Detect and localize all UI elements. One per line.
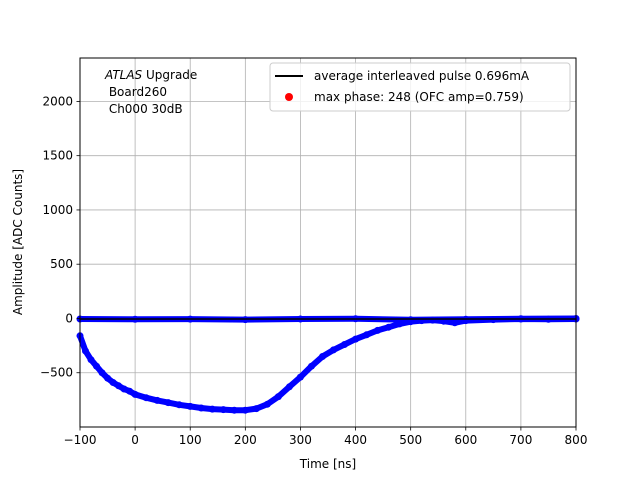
data-point (374, 326, 382, 334)
annotation: ATLAS Upgrade Board260 Ch000 30dB (104, 68, 197, 116)
data-point (109, 379, 117, 386)
data-point (252, 405, 260, 413)
legend-label-average-pulse: average interleaved pulse 0.696mA (314, 69, 530, 83)
data-point (241, 406, 249, 414)
data-point (385, 323, 393, 331)
y-tick-label: 2000 (42, 94, 73, 108)
series-layer (76, 315, 580, 414)
plot-frame (79, 57, 577, 428)
data-point (285, 383, 293, 391)
data-point (98, 369, 106, 377)
data-point (308, 362, 315, 370)
data-point (363, 331, 371, 339)
data-point (93, 362, 100, 370)
data-point (296, 373, 304, 381)
data-point (396, 320, 404, 328)
legend-box (269, 62, 571, 112)
y-tick-label: 0 (65, 311, 73, 325)
data-point (120, 385, 128, 393)
legend-label-max-phase: max phase: 248 (OFC amp=0.759) (314, 90, 524, 104)
annotation-channel: Ch000 30dB (105, 102, 183, 116)
data-point (153, 396, 161, 404)
data-point (197, 404, 205, 412)
x-tick-label: 600 (454, 433, 477, 447)
x-tick-label: 100 (179, 433, 202, 447)
legend: average interleaved pulse 0.696mA max ph… (269, 62, 571, 112)
x-tick-label: 800 (565, 433, 588, 447)
y-tick-label: −500 (40, 366, 73, 380)
y-tick-label: 1500 (42, 149, 73, 163)
data-point (319, 353, 326, 360)
x-tick-label: 400 (344, 433, 367, 447)
data-point (208, 405, 216, 413)
data-point (451, 319, 459, 327)
y-tick-label: 500 (50, 257, 73, 271)
data-point (341, 341, 348, 348)
data-point (429, 316, 437, 324)
y-axis-label: Amplitude [ADC Counts] (11, 169, 25, 315)
data-point (418, 317, 426, 325)
annotation-experiment-suffix: Upgrade (142, 68, 197, 82)
data-point (115, 382, 123, 390)
x-tick-label: 200 (234, 433, 257, 447)
annotation-board: Board260 (105, 85, 167, 99)
data-point (219, 406, 227, 414)
x-tick-label: 0 (131, 433, 139, 447)
annotation-experiment: ATLAS (104, 68, 143, 82)
data-point (142, 394, 150, 402)
data-point (82, 347, 89, 355)
data-point (352, 335, 360, 343)
svg-text:ATLAS Upgrade: ATLAS Upgrade (104, 68, 197, 82)
data-point (87, 356, 95, 364)
data-point (126, 387, 134, 395)
data-point (462, 317, 470, 325)
data-point (175, 401, 183, 409)
x-ticks: −100 0 100 200 300 400 500 600 700 800 (64, 427, 588, 447)
data-point (186, 402, 194, 410)
data-point (104, 374, 112, 382)
data-point (274, 393, 282, 401)
data-point (131, 390, 139, 398)
x-tick-label: 300 (289, 433, 312, 447)
data-point (230, 406, 238, 414)
data-point (407, 318, 415, 326)
y-ticks: −500 0 500 1000 1500 2000 (40, 94, 80, 380)
data-point (263, 400, 271, 408)
y-tick-label: 1000 (42, 203, 73, 217)
x-axis-label: Time [ns] (299, 457, 356, 471)
data-point (330, 346, 337, 354)
legend-dot-marker (285, 93, 293, 101)
x-tick-label: 500 (399, 433, 422, 447)
x-tick-label: 700 (509, 433, 532, 447)
x-tick-label: −100 (64, 433, 97, 447)
data-point (164, 399, 172, 407)
